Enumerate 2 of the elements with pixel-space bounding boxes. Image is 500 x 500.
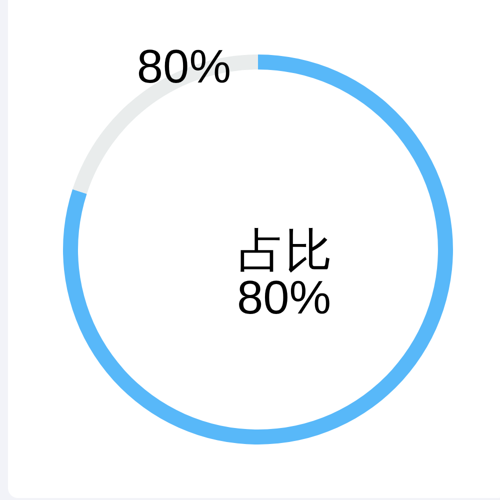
text: 80%	[136, 40, 231, 92]
text: 占比	[238, 224, 332, 276]
